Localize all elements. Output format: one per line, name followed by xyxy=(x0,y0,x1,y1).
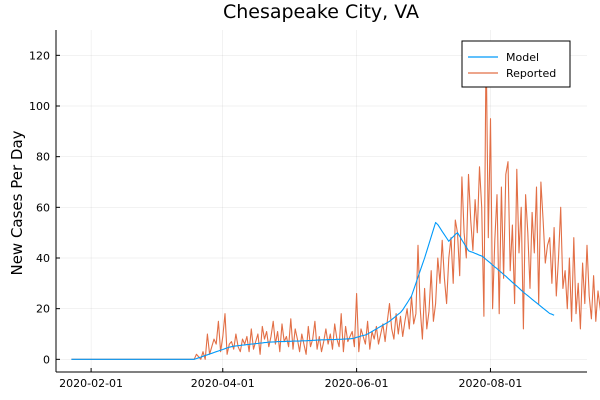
series-line-model xyxy=(71,221,555,360)
legend-label-model: Model xyxy=(506,51,539,64)
y-axis-label: New Cases Per Day xyxy=(8,130,26,275)
x-tick-label: 2020-08-01 xyxy=(458,377,522,390)
tick-labels: 2020-02-01 2020-04-01 2020-06-01 2020-08-01… xyxy=(29,49,522,390)
legend: Model Reported xyxy=(461,40,571,88)
axes xyxy=(55,30,587,373)
x-tick-label: 2020-06-01 xyxy=(325,377,389,390)
x-tick-label: 2020-04-01 xyxy=(191,377,255,390)
y-tick-label: 80 xyxy=(36,151,50,164)
chart-title: Chesapeake City, VA xyxy=(223,1,419,23)
y-tick-label: 60 xyxy=(36,201,50,214)
legend-box xyxy=(461,40,571,88)
legend-label-reported: Reported xyxy=(506,67,556,80)
data-series xyxy=(71,42,600,360)
y-tick-label: 100 xyxy=(29,100,50,113)
y-tick-label: 0 xyxy=(43,353,50,366)
y-tick-label: 20 xyxy=(36,303,50,316)
x-tick-label: 2020-02-01 xyxy=(59,377,123,390)
y-tick-label: 40 xyxy=(36,252,50,265)
y-tick-label: 120 xyxy=(29,49,50,62)
